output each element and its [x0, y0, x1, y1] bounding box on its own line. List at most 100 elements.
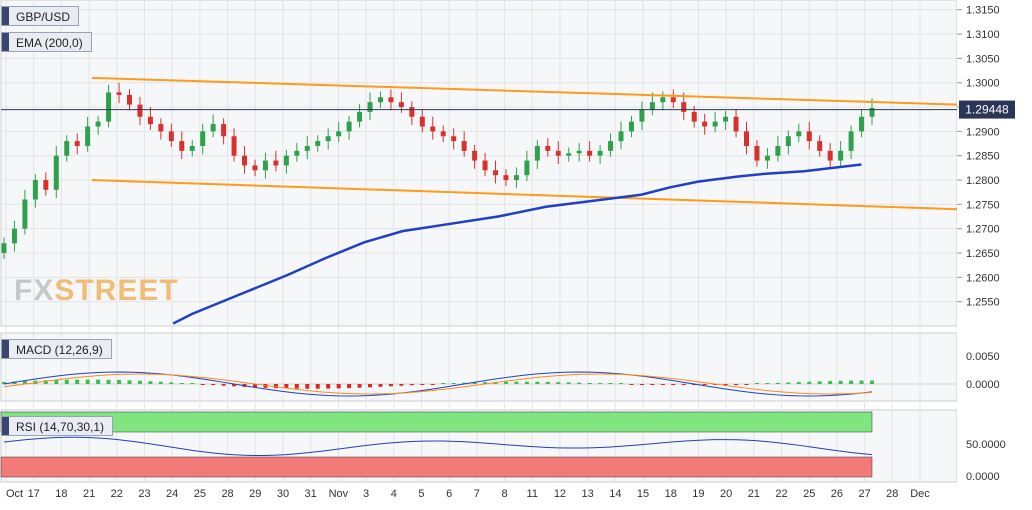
ema-tab [2, 33, 9, 51]
price-tick-label-3: 1.3000 [966, 78, 1000, 90]
rsi-tick-0: 50.0000 [966, 439, 1006, 451]
candle-body-6 [64, 141, 70, 156]
macd-label[interactable]: MACD (12,26,9) [1, 339, 112, 359]
macd-hist-32 [336, 384, 341, 389]
macd-hist-58 [608, 383, 613, 384]
x-label-26: 20 [720, 488, 732, 500]
macd-hist-55 [577, 382, 582, 384]
macd-hist-82 [859, 380, 864, 384]
candle-body-66 [691, 111, 697, 122]
x-label-7: 25 [194, 488, 206, 500]
macd-hist-33 [347, 384, 352, 389]
macd-hist-50 [524, 381, 529, 384]
macd-hist-31 [326, 384, 331, 389]
main-panel [0, 0, 958, 327]
macd-hist-41 [430, 384, 435, 385]
price-tick-label-7: 1.2800 [966, 175, 1000, 187]
candle-body-58 [608, 141, 614, 151]
macd-hist-59 [619, 383, 624, 384]
candle-body-38 [398, 102, 404, 108]
macd-hist-27 [284, 384, 289, 389]
candle-body-71 [744, 131, 750, 146]
macd-hist-16 [169, 382, 174, 384]
macd-text: MACD (12,26,9) [16, 343, 103, 357]
ema-text: EMA (200,0) [16, 36, 83, 50]
price-tick-label-10: 1.2650 [966, 248, 1000, 260]
macd-hist-20 [211, 384, 216, 386]
price-tick-label-8: 1.2750 [966, 199, 1000, 211]
candle-body-37 [388, 97, 394, 103]
candle-body-30 [315, 141, 321, 146]
candle-body-69 [723, 116, 729, 122]
rsi-tick-1: 0.0000 [966, 471, 1000, 483]
macd-tick-0: 0.0050 [966, 351, 1000, 363]
rsi-line [3, 436, 873, 457]
macd-signal-line [3, 373, 873, 395]
candle-body-61 [639, 109, 645, 122]
candle-body-54 [566, 153, 572, 156]
x-label-15: 5 [418, 488, 424, 500]
instrument-label[interactable]: GBP/USD [1, 6, 80, 26]
candle-body-7 [74, 141, 80, 146]
macd-hist-71 [744, 384, 749, 385]
ema-label[interactable]: EMA (200,0) [1, 32, 92, 52]
candle-body-3 [32, 180, 38, 200]
candle-body-32 [336, 131, 342, 137]
candle-body-9 [95, 121, 101, 127]
candle-body-51 [534, 145, 540, 161]
candle-body-21 [221, 124, 227, 137]
macd-hist-78 [817, 381, 822, 384]
candle-body-39 [409, 107, 415, 117]
logo-left: FX [14, 274, 55, 307]
macd-hist-14 [148, 381, 153, 384]
x-label-22: 14 [609, 488, 621, 500]
macd-hist-83 [870, 380, 874, 384]
price-tick-label-6: 1.2850 [966, 151, 1000, 163]
macd-hist-13 [137, 380, 142, 384]
x-label-13: 3 [363, 488, 369, 500]
candle-body-35 [367, 102, 373, 112]
candle-body-64 [670, 97, 676, 103]
fxstreet-logo: FXSTREET [14, 274, 179, 308]
candle-body-50 [524, 160, 530, 176]
candle-body-5 [53, 155, 59, 190]
candle-body-82 [859, 116, 865, 132]
macd-hist-30 [315, 384, 320, 389]
macd-hist-69 [723, 384, 728, 385]
candle-body-20 [210, 124, 216, 132]
macd-hist-10 [106, 379, 111, 384]
x-label-17: 7 [474, 488, 480, 500]
macd-hist-60 [629, 384, 634, 385]
macd-hist-74 [775, 382, 780, 384]
x-label-5: 23 [138, 488, 150, 500]
candle-body-1 [11, 228, 17, 244]
x-label-12: Nov [329, 488, 349, 500]
macd-hist-53 [556, 382, 561, 384]
macd-hist-73 [765, 383, 770, 384]
macd-tab [2, 340, 9, 358]
candle-body-75 [785, 136, 791, 146]
candle-body-14 [147, 116, 153, 125]
candle-body-63 [660, 97, 666, 103]
x-label-10: 30 [277, 488, 289, 500]
price-tick-label-2: 1.3050 [966, 53, 1000, 65]
candle-body-68 [712, 121, 718, 127]
candle-body-25 [262, 160, 268, 171]
candle-body-70 [733, 116, 739, 132]
macd-hist-57 [598, 383, 603, 384]
macd-hist-4 [43, 380, 48, 384]
candle-body-44 [461, 141, 467, 151]
macd-hist-38 [399, 384, 404, 386]
candle-body-42 [440, 131, 446, 137]
macd-hist-19 [200, 384, 205, 385]
price-axis-bg [957, 0, 1032, 505]
macd-hist-39 [409, 384, 414, 386]
candle-body-12 [126, 94, 132, 105]
macd-line [3, 371, 873, 397]
rsi-overbought-zone [0, 411, 873, 433]
x-label-27: 21 [748, 488, 760, 500]
rsi-tab [2, 417, 9, 435]
macd-hist-42 [441, 383, 446, 384]
rsi-label[interactable]: RSI (14,70,30,1) [1, 416, 114, 436]
candle-body-17 [179, 141, 185, 151]
